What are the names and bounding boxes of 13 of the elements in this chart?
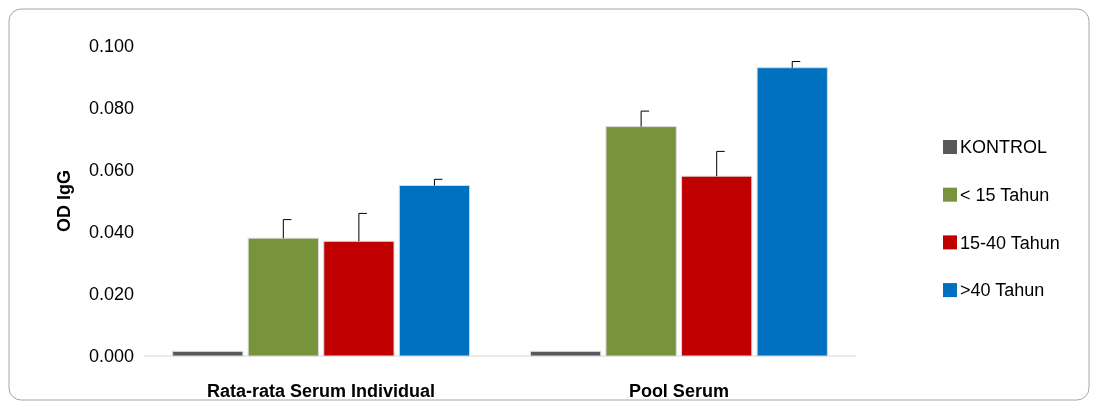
x-tick-label: Pool Serum: [628, 381, 729, 402]
y-tick-label: 0.100: [88, 36, 134, 57]
legend-label: 15-40 Tahun: [960, 232, 1060, 253]
legend-label: KONTROL: [960, 137, 1048, 158]
legend-label: < 15 Tahun: [960, 185, 1050, 205]
x-tick-label: Rata-rata Serum Individual: [207, 381, 436, 402]
y-tick-label: 0.040: [88, 222, 134, 243]
y-axis-title: OD IgG: [54, 170, 74, 232]
y-tick-label: 0.000: [88, 346, 134, 367]
y-tick-label: 0.060: [88, 160, 134, 181]
y-tick-label: 0.080: [88, 98, 134, 119]
legend-label: >40 Tahun: [960, 280, 1045, 301]
y-tick-label: 0.020: [88, 284, 134, 305]
